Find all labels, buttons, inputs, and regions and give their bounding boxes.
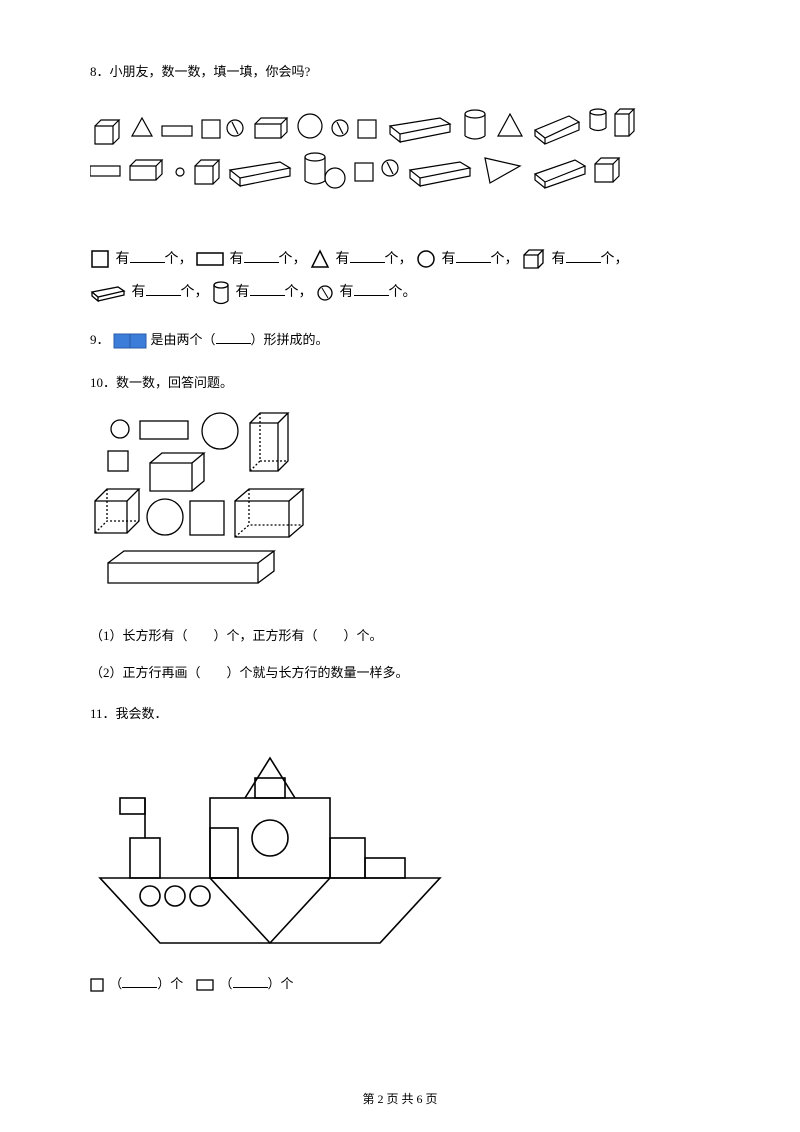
triangle-icon (310, 249, 330, 269)
q9-text1: 是由两个（ (151, 332, 216, 347)
cylinder-icon (212, 281, 230, 305)
blank[interactable] (350, 249, 385, 263)
q8-fill-row-2: 有个， 有个， 有个。 (90, 276, 710, 310)
q11-figure (90, 738, 710, 957)
q11-answers: （）个 （）个 (90, 972, 710, 995)
question-8: 8．小朋友，数一数，填一填，你会吗? (90, 60, 710, 310)
q10-label: 10．数一数，回答问题。 (90, 371, 710, 394)
square-small-icon (90, 978, 104, 992)
square-icon (90, 249, 110, 269)
blank[interactable] (233, 974, 268, 988)
circle-icon (416, 249, 436, 269)
q9-num: 9． (90, 332, 110, 347)
question-10: 10．数一数，回答问题。 (90, 371, 710, 684)
rectangle-icon (196, 251, 224, 267)
blank[interactable] (244, 249, 279, 263)
blank[interactable] (130, 249, 165, 263)
blue-double-square-icon (113, 333, 147, 349)
ship-svg (90, 738, 450, 948)
q10-sub2: （2）正方行再画（ ）个就与长方行的数量一样多。 (90, 661, 710, 684)
blank[interactable] (566, 249, 601, 263)
q10-shapes-svg (90, 409, 350, 599)
q10-sub1: （1）长方形有（ ）个，正方形有（ ）个。 (90, 624, 710, 647)
shapes-collection-svg (90, 108, 690, 218)
question-9: 9． 是由两个（ ）形拼成的。 (90, 328, 710, 353)
prism-icon (90, 284, 126, 302)
q10-figure (90, 409, 710, 608)
q8-label: 8．小朋友，数一数，填一填，你会吗? (90, 60, 710, 83)
blank[interactable] (122, 974, 157, 988)
q8-shapes-figure (90, 108, 710, 227)
cube-icon (522, 248, 546, 270)
blank[interactable] (146, 282, 181, 296)
question-11: 11．我会数． (90, 702, 710, 995)
blank[interactable] (250, 282, 285, 296)
page-footer: 第 2 页 共 6 页 (0, 1090, 800, 1107)
q8-fill-row-1: 有个， 有个， 有个， 有个， 有个， (90, 243, 710, 277)
blank[interactable] (354, 282, 389, 296)
rect-small-icon (196, 979, 214, 991)
blank[interactable] (456, 249, 491, 263)
q11-label: 11．我会数． (90, 702, 710, 725)
blank[interactable] (216, 330, 251, 344)
sphere-icon (316, 284, 334, 302)
q9-text2: ）形拼成的。 (251, 332, 329, 347)
